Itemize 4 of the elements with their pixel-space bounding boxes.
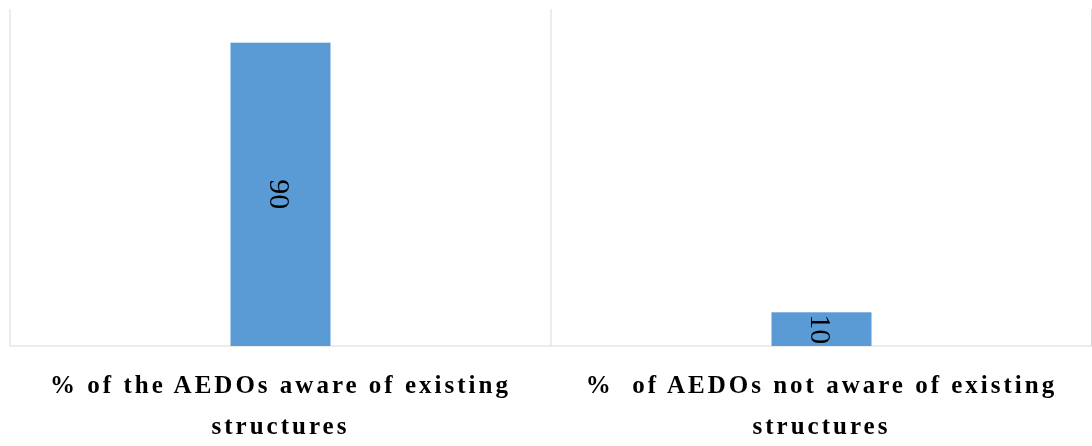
x-tick-label: % of the AEDOs aware of existing structures	[50, 371, 511, 439]
data-label: 90	[264, 179, 297, 210]
data-label: 10	[805, 314, 838, 345]
x-tick-label: % of AEDOs not aware of existing structures	[585, 371, 1058, 439]
